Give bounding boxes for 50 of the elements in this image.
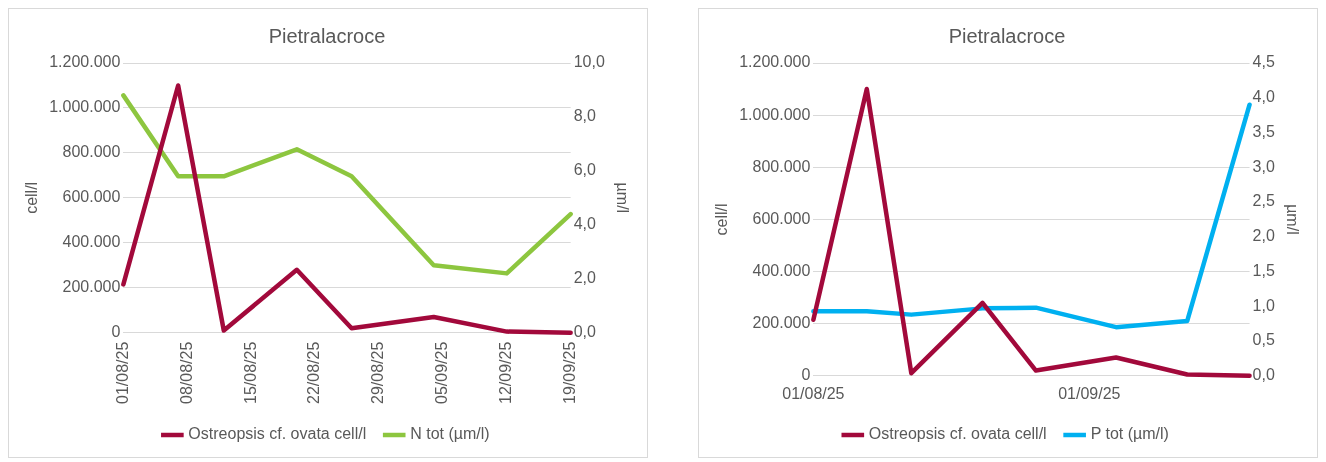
legend-label: Ostreopsis cf. ovata cell/l [868,425,1047,443]
x-tick-label: 22/08/25 [305,341,323,404]
y2-tick-label: 2,5 [1252,192,1275,210]
y2-tick-label: 0,0 [1252,366,1275,384]
x-tick-label: 05/09/25 [433,341,451,404]
y2-tick-label: 0,5 [1252,331,1275,349]
y-tick-label: 1.200.000 [49,53,121,71]
y-tick-label: 600.000 [62,188,121,206]
y-tick-label: 800.000 [62,143,121,161]
x-tick-label: 08/08/25 [177,341,195,404]
y2-tick-label: 0,0 [573,323,596,341]
y-axis-title: cell/l [713,203,731,236]
chart-title: Pietralacroce [948,24,1066,47]
x-tick-label: 15/08/25 [241,341,259,404]
y2-tick-label: 1,5 [1252,261,1275,279]
y-tick-label: 600.000 [752,209,811,227]
y2-tick-label: 10,0 [573,53,605,71]
y-tick-label: 200.000 [752,314,811,332]
y2-tick-label: 2,0 [573,269,596,287]
y2-tick-label: 4,0 [573,215,596,233]
y2-tick-label: 3,0 [1252,157,1275,175]
y2-axis-title: µm/l [613,182,631,214]
y-tick-label: 0 [111,323,121,341]
y2-tick-label: 4,5 [1252,53,1275,71]
y-tick-label: 1.200.000 [739,53,811,71]
legend-label: Ostreopsis cf. ovata cell/l [188,425,367,443]
y2-tick-label: 8,0 [573,107,596,125]
y-tick-label: 1.000.000 [739,105,811,123]
y-tick-label: 400.000 [62,233,121,251]
chart-title: Pietralacroce [268,24,386,47]
legend-label: P tot (µm/l) [1090,425,1169,443]
y-tick-label: 1.000.000 [49,98,121,116]
x-tick-label: 12/09/25 [497,341,515,404]
y-tick-label: 0 [801,366,811,384]
y-tick-label: 400.000 [752,261,811,279]
x-tick-label: 01/08/25 [113,341,131,404]
y-tick-label: 200.000 [62,278,121,296]
x-tick-label: 29/08/25 [369,341,387,404]
y-axis-title: cell/l [23,181,41,214]
y2-tick-label: 3,5 [1252,122,1275,140]
x-tick-label: 01/09/25 [1058,384,1121,402]
x-tick-label: 19/09/25 [561,341,579,404]
legend-label: N tot (µm/l) [410,425,490,443]
y2-tick-label: 1,0 [1252,296,1275,314]
y2-tick-label: 6,0 [573,161,596,179]
y2-tick-label: 2,0 [1252,227,1275,245]
y2-axis-title: µm/l [1283,204,1301,235]
x-tick-label: 01/08/25 [782,384,845,402]
y-tick-label: 800.000 [752,157,811,175]
y2-tick-label: 4,0 [1252,88,1275,106]
